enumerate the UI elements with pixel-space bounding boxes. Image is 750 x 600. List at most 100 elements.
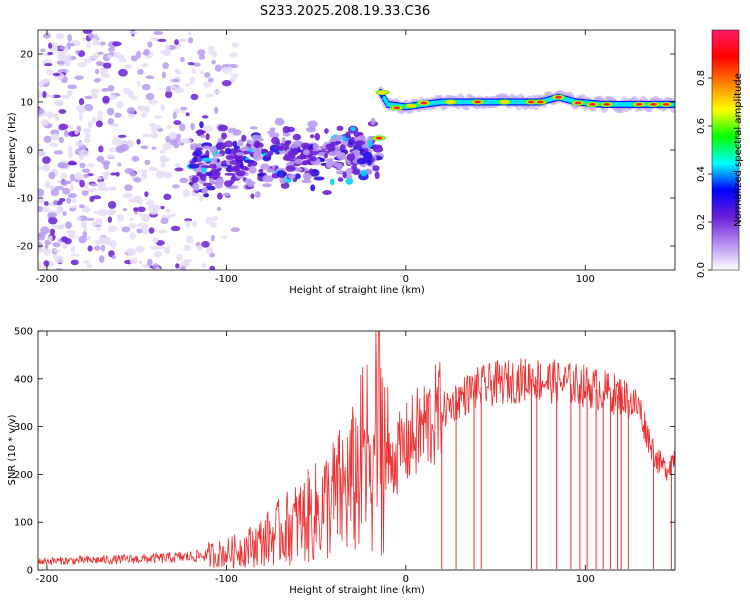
diffuse-signal-blob <box>252 154 263 161</box>
diffuse-signal-blob <box>309 134 315 139</box>
diffuse-signal-blob <box>262 175 271 183</box>
noise-speckle <box>180 57 185 63</box>
noise-speckle <box>129 268 139 270</box>
trace-hotspot-red <box>420 101 428 105</box>
diffuse-signal-blob <box>192 156 198 163</box>
noise-speckle <box>58 109 67 114</box>
noise-speckle <box>122 207 128 212</box>
noise-speckle <box>65 221 72 229</box>
noise-speckle <box>88 33 95 39</box>
diffuse-signal-blob <box>196 173 208 177</box>
diffuse-signal-blob <box>346 153 356 161</box>
noise-speckle <box>69 173 76 182</box>
diffuse-signal-blob <box>302 149 310 156</box>
noise-speckle <box>138 260 143 264</box>
noise-speckle <box>58 198 66 202</box>
spectrogram-y-axis-label: Frequency (Hz) <box>7 112 18 188</box>
noise-speckle <box>137 68 144 75</box>
trace-hotspot-red <box>649 103 657 106</box>
noise-speckle <box>40 48 46 53</box>
noise-speckle <box>123 87 131 95</box>
diffuse-signal-blob <box>313 176 325 181</box>
noise-speckle <box>117 140 128 144</box>
spectrogram-y-tick-label: -20 <box>17 242 33 253</box>
noise-speckle <box>96 155 105 163</box>
noise-speckle <box>79 162 86 169</box>
trace-hotspot-red <box>588 103 596 106</box>
noise-speckle <box>165 90 173 99</box>
noise-speckle <box>116 214 125 222</box>
noise-speckle <box>163 246 171 255</box>
noise-speckle <box>69 205 78 209</box>
noise-speckle <box>136 138 141 145</box>
noise-speckle <box>210 221 217 228</box>
noise-speckle <box>58 46 66 50</box>
noise-speckle <box>187 61 195 66</box>
noise-speckle <box>82 230 88 238</box>
noise-speckle <box>144 159 151 166</box>
noise-speckle <box>212 216 218 222</box>
noise-speckle <box>176 254 183 262</box>
noise-speckle <box>38 143 41 147</box>
snr-series-line <box>38 331 675 569</box>
diffuse-signal-blob <box>350 136 356 144</box>
noise-speckle <box>83 227 88 232</box>
diffuse-signal-blob <box>261 148 268 153</box>
noise-speckle <box>164 44 171 51</box>
diffuse-signal-blob <box>195 130 206 134</box>
diffuse-signal-blob <box>201 157 213 162</box>
noise-speckle <box>107 216 113 223</box>
colorbar-tick-label: 0.8 <box>696 70 707 86</box>
noise-speckle <box>110 172 117 176</box>
diffuse-signal-blob <box>224 147 232 155</box>
noise-speckle <box>191 191 196 197</box>
diffuse-signal-blob <box>217 124 229 132</box>
noise-speckle <box>162 142 172 151</box>
colorbar-tick-label: 0.6 <box>696 118 707 134</box>
noise-speckle <box>162 157 170 163</box>
noise-speckle <box>75 141 83 147</box>
noise-speckle <box>87 187 97 193</box>
diffuse-signal-blob <box>318 145 326 149</box>
noise-speckle <box>48 235 53 242</box>
trace-hotspot-red <box>662 103 670 106</box>
noise-speckle <box>209 252 216 258</box>
diffuse-signal-blob <box>215 181 223 189</box>
noise-speckle <box>196 245 203 251</box>
noise-speckle <box>137 206 146 213</box>
noise-speckle <box>83 260 90 265</box>
noise-speckle <box>43 201 49 206</box>
noise-speckle <box>162 49 172 57</box>
noise-speckle <box>131 155 140 162</box>
noise-speckle <box>117 134 127 138</box>
noise-speckle <box>199 195 204 202</box>
noise-speckle <box>87 120 93 129</box>
noise-speckle <box>200 263 207 268</box>
noise-speckle <box>208 48 214 56</box>
diffuse-signal-blob <box>188 163 200 169</box>
diffuse-signal-blob <box>201 187 208 194</box>
noise-speckle <box>43 248 51 256</box>
noise-speckle <box>118 68 128 77</box>
noise-speckle <box>38 90 43 98</box>
noise-speckle <box>57 68 68 74</box>
noise-speckle <box>97 110 103 116</box>
snr-y-tick-label: 500 <box>14 327 33 338</box>
noise-speckle <box>128 30 138 35</box>
noise-speckle <box>221 80 232 87</box>
diffuse-signal-blob <box>235 152 245 156</box>
diffuse-signal-blob <box>337 177 344 182</box>
noise-speckle <box>165 86 172 93</box>
noise-speckle <box>141 263 149 268</box>
diffuse-signal-blob <box>325 160 333 168</box>
snr-x-axis-label: Height of straight line (km) <box>289 585 425 596</box>
noise-speckle <box>86 163 95 168</box>
diffuse-signal-blob <box>337 152 346 156</box>
diffuse-signal-blob <box>354 140 366 146</box>
noise-speckle <box>183 244 192 252</box>
noise-speckle <box>201 240 210 248</box>
noise-speckle <box>52 72 61 77</box>
noise-speckle <box>150 37 159 41</box>
diffuse-signal-blob <box>260 163 270 170</box>
diffuse-signal-blob <box>236 160 242 166</box>
